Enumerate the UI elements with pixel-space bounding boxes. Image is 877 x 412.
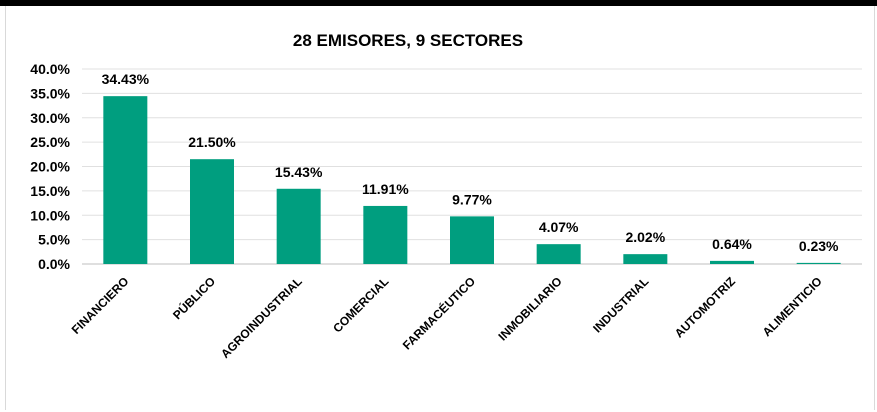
x-tick-label: COMERCIAL — [330, 274, 391, 335]
bar — [363, 205, 408, 264]
x-tick-label: FINANCIERO — [69, 274, 132, 337]
data-label: 15.43% — [275, 164, 323, 180]
y-axis-ticks: 0.0% 5.0% 10.0% 15.0% 20.0% 25.0% 30.0% 35.0% 40… — [30, 61, 70, 272]
x-tick-label: ALIMENTICIO — [760, 274, 825, 339]
data-label: 0.64% — [712, 236, 752, 252]
chart-title: 28 EMISORES, 9 SECTORES — [293, 31, 523, 50]
y-tick-label: 25.0% — [30, 134, 70, 150]
x-tick-label: AGROINDUSTRIAL — [218, 274, 305, 361]
data-label: 21.50% — [188, 134, 236, 150]
x-tick-label: INMOBILIARIO — [495, 274, 564, 343]
data-label: 9.77% — [452, 191, 492, 207]
chart-frame — [5, 6, 875, 410]
bar — [450, 216, 494, 264]
y-tick-label: 5.0% — [38, 232, 70, 248]
y-tick-label: 10.0% — [30, 207, 70, 223]
data-label: 2.02% — [625, 229, 665, 245]
y-tick-label: 15.0% — [30, 183, 70, 199]
bars — [103, 96, 841, 264]
x-tick-label: FARMACÉUTICO — [399, 274, 478, 353]
bar — [536, 244, 581, 264]
data-label: 11.91% — [362, 181, 409, 197]
data-label: 0.23% — [799, 238, 839, 254]
bar — [796, 262, 841, 264]
bar — [103, 96, 148, 264]
y-tick-label: 20.0% — [30, 159, 70, 175]
data-labels: 34.43% 21.50% 15.43% 11.91% 9.77% 4.07% 2.02% 0… — [102, 71, 839, 254]
data-label: 4.07% — [539, 219, 579, 235]
top-border — [0, 0, 877, 6]
bar — [190, 159, 234, 264]
x-tick-label: INDUSTRIAL — [590, 274, 651, 335]
y-tick-label: 40.0% — [30, 61, 70, 77]
x-axis-labels: FINANCIERO PÚBLICO AGROINDUSTRIAL COMERCIAL… — [69, 274, 825, 361]
y-tick-label: 0.0% — [38, 256, 70, 272]
bar — [276, 188, 321, 264]
x-tick-label: AUTOMOTRIZ — [672, 274, 738, 340]
x-tick-label: PÚBLICO — [169, 274, 218, 323]
y-tick-label: 30.0% — [30, 110, 70, 126]
bar — [710, 260, 754, 264]
y-tick-label: 35.0% — [30, 85, 70, 101]
data-label: 34.43% — [102, 71, 150, 87]
bar — [623, 254, 668, 264]
